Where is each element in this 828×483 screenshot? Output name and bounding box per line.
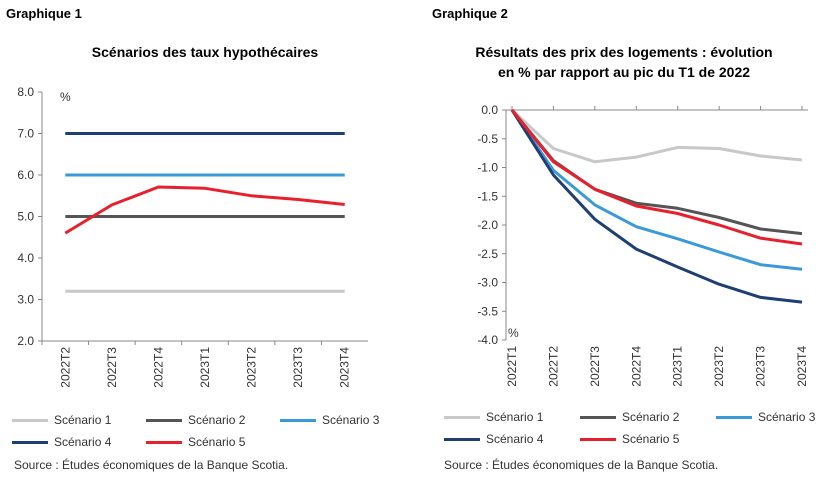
x-tick-label: 2023T2 xyxy=(712,346,726,387)
y-tick-label: -1.0 xyxy=(477,161,498,175)
legend-item: Scénario 1 xyxy=(12,413,111,427)
chart-2-title-line-1: Résultats des prix des logements : évolu… xyxy=(475,44,773,60)
legend-swatch xyxy=(146,440,182,444)
x-tick-label: 2023T3 xyxy=(754,346,768,387)
legend-label: Scénario 5 xyxy=(188,435,246,449)
x-tick-label: 2022T1 xyxy=(505,346,519,387)
legend-swatch xyxy=(580,437,616,441)
y-tick-label: 5.0 xyxy=(17,210,34,224)
x-tick-label: 2023T3 xyxy=(291,347,305,388)
y-tick-label: -4.0 xyxy=(477,333,498,347)
legend-item: Scénario 3 xyxy=(280,413,379,427)
x-tick-label: 2023T1 xyxy=(671,346,685,387)
x-tick-label: 2023T2 xyxy=(245,347,259,388)
y-unit-label: % xyxy=(60,90,71,104)
chart-2-plot: 0.0 -0.5 -1.0 -1.5 -2.0 -2.5 -3.0 -3.5 -4.0 % 2022… xyxy=(477,103,809,387)
y-tick-label: -1.5 xyxy=(477,189,498,203)
legend-swatch xyxy=(716,415,752,419)
chart-1-source: Source : Études économiques de la Banque… xyxy=(14,458,289,472)
series-line xyxy=(510,109,803,271)
chart-1-title: Scénarios des taux hypothécaires xyxy=(40,42,370,62)
chart-2-source: Source : Études économiques de la Banque… xyxy=(444,458,719,472)
y-tick-label: -2.5 xyxy=(477,247,498,261)
chart-panel-2: Graphique 2 Résultats des prix des logem… xyxy=(414,0,828,483)
x-tick-label: 2022T2 xyxy=(546,346,560,387)
legend-swatch xyxy=(12,440,48,444)
y-tick-label: 4.0 xyxy=(17,251,34,265)
chart-2-label: Graphique 2 xyxy=(432,6,508,21)
legend-label: Scénario 3 xyxy=(322,413,380,427)
y-tick-label: 8.0 xyxy=(17,85,34,99)
legend-item: Scénario 5 xyxy=(580,432,679,446)
chart-2-title-line-2: en % par rapport au pic du T1 de 2022 xyxy=(497,64,751,80)
chart-2-title: Résultats des prix des logements : évolu… xyxy=(444,42,804,82)
y-tick-label: 0.0 xyxy=(481,103,498,117)
y-tick-label: 7.0 xyxy=(17,127,34,141)
legend-item: Scénario 4 xyxy=(444,432,543,446)
series-line xyxy=(64,185,345,235)
y-unit-label: % xyxy=(508,326,519,340)
legend-label: Scénario 1 xyxy=(54,413,112,427)
y-tick-label: -3.0 xyxy=(477,276,498,290)
y-tick-label: -0.5 xyxy=(477,132,498,146)
legend-swatch xyxy=(146,418,182,422)
x-tick-label: 2022T4 xyxy=(629,346,643,387)
legend-item: Scénario 3 xyxy=(716,410,815,424)
series-line xyxy=(510,109,803,246)
y-tick-label: 2.0 xyxy=(17,334,34,348)
x-tick-label: 2022T2 xyxy=(58,347,72,388)
legend-swatch xyxy=(580,415,616,419)
x-tick-label: 2022T4 xyxy=(151,347,165,388)
legend-label: Scénario 4 xyxy=(54,435,112,449)
legend-label: Scénario 2 xyxy=(622,410,680,424)
x-tick-label: 2023T4 xyxy=(338,347,352,388)
legend-swatch xyxy=(280,418,316,422)
legend-item: Scénario 2 xyxy=(580,410,679,424)
y-tick-label: 6.0 xyxy=(17,168,34,182)
legend-swatch xyxy=(444,437,480,441)
series-line xyxy=(510,109,803,304)
legend-label: Scénario 3 xyxy=(758,410,816,424)
legend-label: Scénario 5 xyxy=(622,432,680,446)
legend-item: Scénario 4 xyxy=(12,435,111,449)
chart-1-title-line: Scénarios des taux hypothécaires xyxy=(91,44,319,60)
y-tick-label: 3.0 xyxy=(17,293,34,307)
x-tick-label: 2023T1 xyxy=(198,347,212,388)
legend-item: Scénario 5 xyxy=(146,435,245,449)
series-line xyxy=(510,108,803,164)
y-tick-label: -2.0 xyxy=(477,218,498,232)
legend-label: Scénario 4 xyxy=(486,432,544,446)
x-tick-label: 2022T3 xyxy=(588,346,602,387)
x-tick-label: 2023T4 xyxy=(795,346,809,387)
legend-item: Scénario 1 xyxy=(444,410,543,424)
y-tick-label: -3.5 xyxy=(477,304,498,318)
chart-1-label: Graphique 1 xyxy=(6,6,82,21)
chart-1-plot: 2.0 3.0 4.0 5.0 6.0 7.0 8.0 % 2022T2 2022T3 2022T4… xyxy=(17,85,368,388)
legend-label: Scénario 2 xyxy=(188,413,246,427)
legend-item: Scénario 2 xyxy=(146,413,245,427)
x-tick-label: 2022T3 xyxy=(105,347,119,388)
legend-swatch xyxy=(12,418,48,422)
legend-label: Scénario 1 xyxy=(486,410,544,424)
chart-panel-1: Graphique 1 Scénarios des taux hypothéca… xyxy=(6,6,379,472)
legend-swatch xyxy=(444,415,480,419)
